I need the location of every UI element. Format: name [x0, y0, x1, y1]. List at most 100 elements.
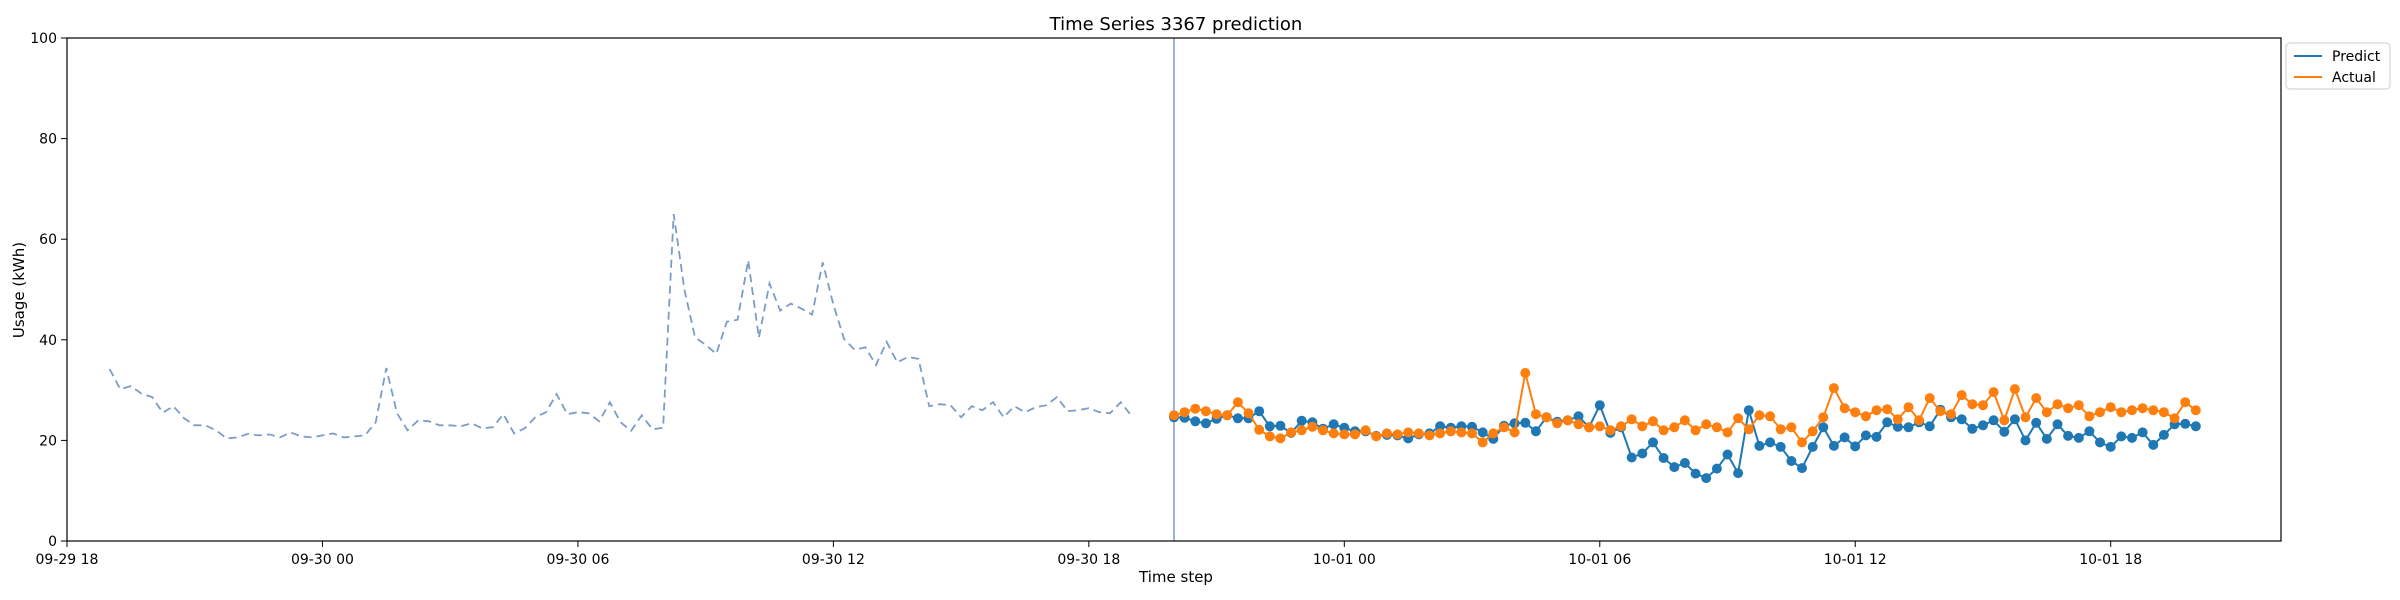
predict-data-point: [1892, 421, 1903, 432]
actual-data-point: [1530, 409, 1541, 420]
predict-data-point: [1882, 417, 1893, 428]
actual-data-point: [1584, 422, 1595, 433]
predict-data-point: [1754, 440, 1765, 451]
plot-frame: [66, 37, 2282, 542]
actual-data-point: [1892, 414, 1903, 425]
legend-actual-label: Actual: [2332, 70, 2376, 86]
actual-data-point: [1264, 431, 1275, 442]
actual-data-point: [1509, 427, 1520, 438]
predict-data-point: [2084, 426, 2095, 437]
actual-data-point: [1924, 393, 1935, 404]
predict-data-point: [2105, 441, 2116, 452]
actual-data-point: [1658, 425, 1669, 436]
predict-data-point: [1850, 441, 1861, 452]
plot-marks: [108, 38, 2201, 541]
predict-data-point: [1956, 414, 1967, 425]
predict-data-point: [1679, 458, 1690, 468]
actual-data-point: [1669, 422, 1680, 433]
actual-data-point: [1360, 425, 1371, 436]
actual-data-point: [1286, 427, 1297, 438]
y-axis: 0 20 40 60 80 100: [30, 31, 67, 550]
predict-data-point: [1860, 430, 1871, 441]
predict-data-point: [1254, 406, 1265, 417]
predict-data-point: [1839, 432, 1850, 443]
actual-data-point: [1541, 412, 1552, 423]
actual-data-point: [1499, 422, 1509, 433]
actual-data-point: [1743, 424, 1754, 435]
actual-data-point: [1914, 415, 1925, 426]
predict-data-point: [1520, 417, 1531, 428]
x-tick-label: 10-01 18: [2079, 552, 2142, 568]
actual-data-point: [1978, 400, 1988, 411]
actual-data-point: [1562, 415, 1573, 426]
actual-data-point: [1307, 421, 1318, 432]
actual-data-point: [2105, 402, 2116, 413]
actual-data-point: [1956, 390, 1967, 401]
predict-data-point: [2148, 439, 2159, 450]
actual-data-point: [1328, 428, 1339, 439]
predict-data-point: [1743, 405, 1754, 416]
predict-data-point: [1711, 463, 1722, 474]
history-series-line: [108, 213, 1133, 440]
actual-data-point: [1871, 405, 1882, 416]
predict-data-point: [2052, 419, 2063, 430]
actual-data-point: [1807, 426, 1818, 437]
actual-data-point: [2041, 407, 2052, 418]
actual-data-point: [1296, 425, 1307, 436]
actual-data-point: [2116, 407, 2127, 418]
predict-data-point: [1275, 420, 1286, 431]
x-axis-title: Time step: [1138, 568, 1213, 586]
actual-data-point: [1190, 403, 1201, 414]
predict-data-point: [1818, 422, 1829, 433]
actual-data-point: [2052, 399, 2063, 410]
predict-data-point: [1775, 441, 1786, 452]
actual-data-point: [1222, 410, 1233, 421]
predict-data-point: [1200, 418, 1211, 429]
actual-data-point: [2169, 413, 2180, 424]
predict-data-point: [1477, 427, 1488, 438]
actual-data-point: [1200, 406, 1211, 417]
predict-data-point: [2031, 417, 2042, 428]
predict-data-point: [1637, 448, 1648, 459]
predict-data-point: [2009, 414, 2020, 425]
predict-data-point: [1765, 437, 1776, 448]
predict-data-point: [1871, 431, 1882, 442]
predict-data-point: [1232, 413, 1243, 424]
predict-data-point: [2180, 418, 2191, 429]
actual-data-point: [2137, 403, 2148, 414]
predict-data-point: [1594, 400, 1605, 411]
legend-predict-label: Predict: [2332, 49, 2381, 65]
actual-data-point: [1371, 431, 1382, 442]
predict-data-point: [2063, 430, 2074, 441]
predict-data-point: [1722, 449, 1733, 460]
predict-data-point: [1797, 463, 1807, 474]
predict-data-point: [1903, 422, 1914, 433]
actual-data-point: [1243, 408, 1254, 419]
actual-data-point: [1456, 427, 1467, 438]
x-tick-label: 09-30 12: [802, 552, 865, 568]
actual-data-point: [1967, 399, 1978, 410]
actual-data-point: [1179, 407, 1190, 418]
predict-data-point: [1296, 415, 1307, 426]
actual-data-point: [1988, 387, 1999, 398]
predict-data-point: [1701, 473, 1712, 484]
actual-data-point: [1605, 425, 1616, 436]
actual-data-point: [1254, 424, 1265, 435]
actual-data-point: [1797, 437, 1807, 448]
predict-data-point: [2116, 431, 2127, 442]
x-tick-label: 09-30 18: [1057, 552, 1120, 568]
actual-data-point: [1275, 433, 1286, 444]
predict-data-point: [2190, 421, 2201, 432]
actual-data-point: [2148, 405, 2159, 416]
predict-data-point: [1658, 453, 1669, 463]
actual-data-point: [2180, 397, 2191, 408]
actual-data-point: [1828, 383, 1839, 394]
actual-data-point: [1733, 413, 1744, 424]
actual-data-point: [1169, 410, 1179, 421]
predict-data-point: [2041, 433, 2052, 444]
chart-title: Time Series 3367 prediction: [1049, 14, 1303, 35]
actual-data-point: [2095, 407, 2105, 418]
actual-data-point: [1232, 397, 1243, 408]
actual-data-point: [1445, 426, 1456, 437]
